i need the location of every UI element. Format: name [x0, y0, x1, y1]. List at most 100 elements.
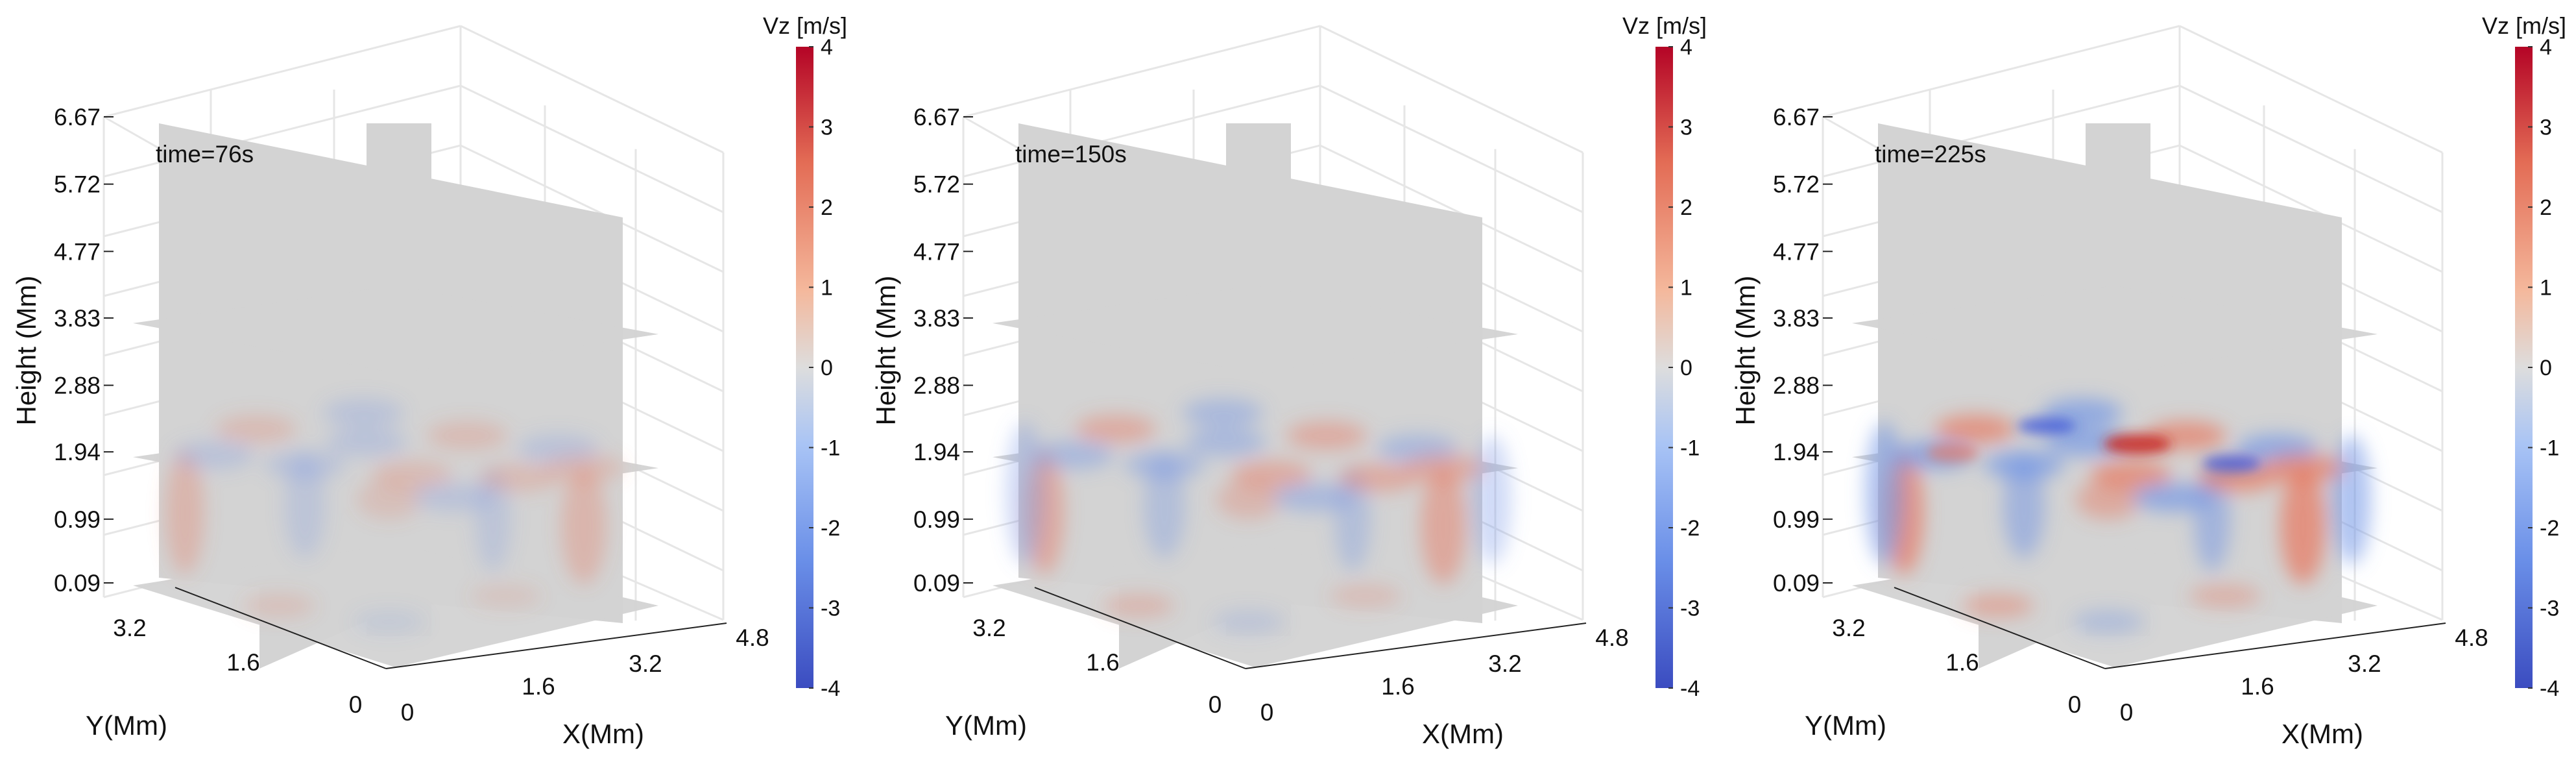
- y-tick-label: 3.2: [1832, 615, 1865, 641]
- x-tick-label: 3.2: [2348, 650, 2381, 677]
- vz-wall-blob: [357, 480, 422, 519]
- z-axis-label: Height (Mm): [11, 275, 42, 425]
- x-tick-label: 1.6: [522, 673, 555, 700]
- z-tick-label: 0.99: [54, 506, 101, 533]
- slice-top-notch: [367, 123, 431, 140]
- grid-line: [460, 84, 724, 214]
- z-tick-label: 3.83: [54, 305, 101, 332]
- colorbar-tick-label: 2: [1680, 195, 1692, 220]
- x-tick-label: 3.2: [1488, 650, 1521, 677]
- y-axis-line: [175, 587, 387, 669]
- box-edge: [103, 25, 461, 118]
- colorbar-tick-label: -1: [821, 436, 840, 461]
- y-tick-label: 1.6: [226, 649, 259, 676]
- z-tick-label: 2.88: [54, 373, 101, 399]
- colorbar-tick-label: -2: [1680, 516, 1700, 541]
- vz-slice-blob: [1076, 415, 1156, 444]
- colorbar-tick-label: 2: [2540, 195, 2552, 220]
- time-annotation: time=150s: [1015, 141, 1127, 167]
- vz-pattern: [1005, 399, 1511, 634]
- z-tick-label: 6.67: [913, 104, 960, 130]
- colorbar-label: Vz [m/s]: [2482, 12, 2566, 39]
- z-tick-label: 1.94: [54, 439, 101, 465]
- vz-slice-blob: [1273, 483, 1354, 512]
- grid-line: [2179, 84, 2443, 214]
- x-tick-label: 0: [2120, 699, 2134, 726]
- grid-line: [1319, 144, 1583, 273]
- panel-2: time=150s 0.09 0.99 1.94 2.88 3.83 4.77 5.72 6.6…: [871, 12, 1707, 749]
- y-axis-label: Y(Mm): [945, 710, 1027, 741]
- colorbar-tick-label: -2: [821, 516, 840, 541]
- x-axis-line: [385, 622, 727, 669]
- slice-horizontal-z1: [993, 544, 1518, 667]
- vz-bottom-blob: [2189, 584, 2261, 608]
- y-tick-label: 0: [349, 691, 363, 718]
- colorbar-tick-label: -4: [821, 676, 840, 701]
- slice-horizontal-z3: [993, 285, 1518, 373]
- vz-peak-blue: [2202, 454, 2261, 473]
- slice-top-notch: [1226, 123, 1291, 140]
- vz-slice-blob: [2263, 454, 2343, 483]
- vz-wall-blob: [165, 451, 204, 574]
- x-tick-label: 3.2: [629, 650, 662, 677]
- y-axis-label: Y(Mm): [86, 710, 167, 741]
- vz-slice-blob: [1183, 399, 1263, 428]
- grid-line: [460, 144, 724, 273]
- z-tick-label: 4.77: [54, 238, 101, 265]
- colorbar-tick-label: 4: [1680, 35, 1692, 60]
- slices: [133, 123, 658, 669]
- x-tick-label: 1.6: [1381, 673, 1414, 700]
- slices: [1852, 123, 2377, 669]
- slice-x-plane: [259, 166, 370, 669]
- x-tick-label: 1.6: [2241, 673, 2274, 700]
- x-axis-label: X(Mm): [2281, 719, 2363, 749]
- vz-slice-blob: [427, 421, 507, 450]
- slice-top-notch: [2086, 123, 2150, 140]
- time-annotation: time=225s: [1875, 141, 1986, 167]
- vz-wall-blob: [2003, 454, 2045, 558]
- z-axis-label: Height (Mm): [871, 275, 901, 425]
- vz-bottom-blob: [2073, 610, 2144, 634]
- box-edge: [963, 25, 1321, 118]
- y-axis-label: Y(Mm): [1805, 710, 1886, 741]
- vz-peak-red: [1927, 444, 1979, 463]
- colorbar-tick-label: -4: [1680, 676, 1700, 701]
- colorbar-tick-label: -3: [1680, 597, 1700, 621]
- vz-peak-blue: [2017, 417, 2076, 436]
- vz-slice-blob: [372, 460, 452, 489]
- colorbar-tick-label: 1: [1680, 276, 1692, 301]
- vz-bottom-blob: [243, 594, 315, 617]
- colorbar-tick-label: -4: [2540, 676, 2559, 701]
- vz-slice-blob: [414, 483, 494, 512]
- x-axis-label: X(Mm): [1422, 719, 1504, 749]
- vz-peak-red: [2104, 434, 2171, 455]
- vz-wall-blob: [561, 467, 607, 584]
- z-tick-label: 6.67: [1773, 104, 1820, 130]
- vz-slice-blob: [544, 454, 624, 483]
- x-tick-label: 4.8: [1595, 624, 1628, 651]
- vz-slice-blob: [1403, 454, 1484, 483]
- x-tick-label: 4.8: [2455, 624, 2488, 651]
- x-tick-label: 4.8: [736, 624, 769, 651]
- z-tick-label: 3.83: [1773, 305, 1820, 332]
- slice-x-plane: [1119, 166, 1229, 669]
- colorbar-tick-label: -2: [2540, 516, 2559, 541]
- colorbar-tick-label: -3: [821, 597, 840, 621]
- z-tick-label: 1.94: [913, 439, 960, 465]
- x-tick-label: 0: [401, 699, 415, 726]
- colorbar-tick-label: 0: [821, 356, 833, 380]
- vz-slice-blob: [216, 415, 296, 444]
- vz-slice-blob: [1286, 421, 1367, 450]
- x-axis-label: X(Mm): [562, 719, 644, 749]
- colorbar-tick-label: 0: [2540, 356, 2552, 380]
- grid-line: [1319, 84, 1583, 214]
- vz-bottom-blob: [1213, 610, 1284, 634]
- colorbar-tick-label: 0: [1680, 356, 1692, 380]
- y-axis-line: [1894, 587, 2106, 669]
- z-tick-label: 2.88: [913, 373, 960, 399]
- colorbar-tick-label: 2: [821, 195, 833, 220]
- vz-wall-blob: [2076, 480, 2141, 519]
- vz-bottom-blob: [354, 610, 425, 634]
- vz-slice-blob: [174, 441, 254, 470]
